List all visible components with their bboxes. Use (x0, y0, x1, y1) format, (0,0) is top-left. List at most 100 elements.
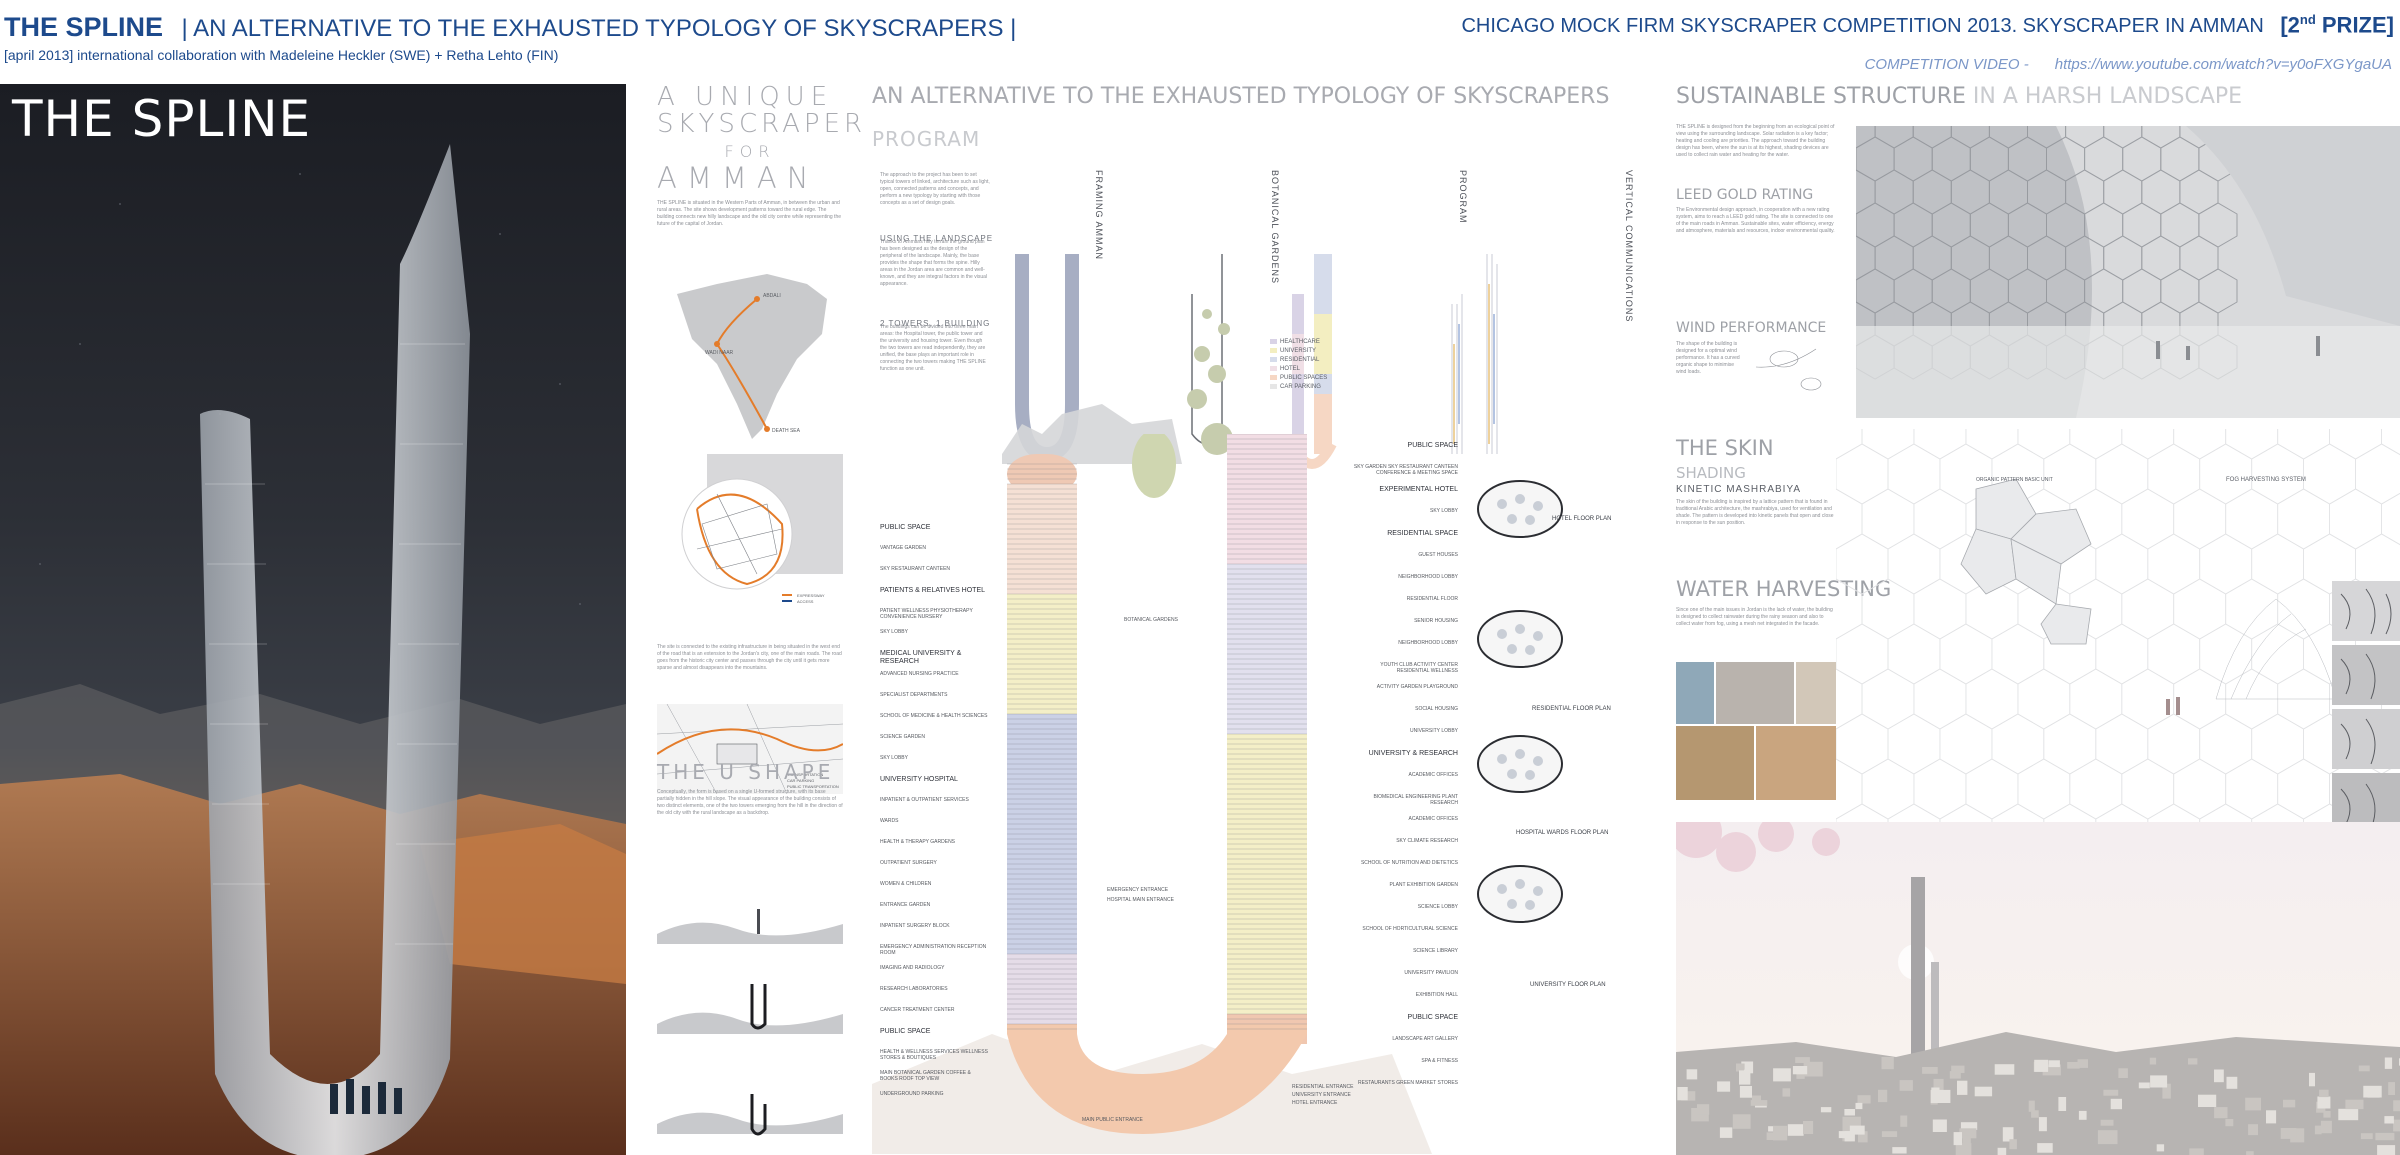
competition-title: CHICAGO MOCK FIRM SKYSCRAPER COMPETITION… (1461, 15, 2264, 38)
wind-diagram (1756, 348, 1822, 391)
road-network (696, 493, 783, 575)
section-label-left: INPATIENT & OUTPATIENT SERVICES (880, 797, 969, 803)
section-label-right: RESIDENTIAL SPACE (1387, 530, 1458, 537)
section-label-left: UNIVERSITY HOSPITAL (880, 776, 958, 783)
legend-label: CAR PARKING (1280, 384, 1321, 390)
panel-program: AN ALTERNATIVE TO THE EXHAUSTED TYPOLOGY… (872, 84, 1635, 1155)
legend-swatch (1270, 374, 1277, 380)
section-label-right: SPA & FITNESS (1421, 1058, 1458, 1064)
entrance-label-3: MAIN PUBLIC ENTRANCE (1082, 1117, 1143, 1123)
heading-line-3: FOR (724, 142, 776, 161)
section-label-right: RESTAURANTS GREEN MARKET STORES (1357, 1080, 1458, 1086)
section-label-right: SCIENCE LOBBY (1417, 904, 1458, 910)
header-collaboration: [april 2013] international collaboration… (4, 47, 559, 63)
section-label-left: HEALTH & THERAPY GARDENS (880, 839, 956, 845)
heading-line-2: SKYSCRAPER (657, 109, 867, 139)
render-people (2156, 336, 2320, 360)
legend-item: RESIDENTIAL (1270, 356, 1327, 365)
reference-photos (1676, 662, 1836, 800)
legend-item: UNIVERSITY (1270, 347, 1327, 356)
diagram-title-vertical: VERTICAL COMMUNICATIONS (1624, 170, 1634, 323)
section-label-right: PLANT EXHIBITION GARDEN (1389, 882, 1458, 888)
map-legend-1: EXPRESSWAY (797, 593, 825, 598)
map-label-2: WADI NAAR (705, 350, 734, 356)
section-label-left: HEALTH & WELLNESS SERVICES WELLNESS STOR… (880, 1049, 988, 1061)
hero-illustration (0, 144, 626, 1155)
section-label-left: PATIENTS & RELATIVES HOTEL (880, 587, 986, 594)
floor-plan-title-hospital: HOSPITAL WARDS FLOOR PLAN (1516, 830, 1609, 836)
entrance-label-2: HOSPITAL MAIN ENTRANCE (1107, 897, 1174, 903)
tower-shape (200, 144, 470, 1155)
entrance-label-4: RESIDENTIAL ENTRANCE (1292, 1084, 1354, 1090)
entrance-label-6: HOTEL ENTRANCE (1292, 1100, 1338, 1106)
u-shape-heading: THE U SHAPE (657, 760, 835, 784)
water-heading: WATER HARVESTING (1676, 577, 1892, 601)
legend-swatch (1270, 347, 1277, 353)
terrain-steps (657, 922, 843, 1134)
legend-swatch (1270, 383, 1277, 389)
legend-swatch (1270, 356, 1277, 362)
leed-text: The Environmental design approach, in co… (1676, 207, 1835, 234)
botanical-gardens-label: BOTANICAL GARDENS (1124, 617, 1178, 623)
floor-plans (1477, 480, 1563, 923)
city-towers (1911, 877, 1939, 1082)
shading-heading: SHADING (1676, 464, 1746, 482)
transport-map: TRANSPORTATION CAR PARKING PUBLIC TRANSP… (657, 704, 843, 795)
panel4-heading-a: SUSTAINABLE STRUCTURE (1676, 84, 1966, 109)
section-label-right: PUBLIC SPACE (1407, 442, 1458, 449)
section-label-right: ACADEMIC OFFICES (1408, 772, 1458, 778)
section-label-right: UNIVERSITY LOBBY (1410, 728, 1458, 734)
transport-legend-3: PUBLIC TRANSPORTATION (787, 784, 839, 789)
skin-text: The skin of the building is inspired by … (1676, 499, 1834, 526)
video-label: COMPETITION VIDEO - (1864, 56, 2029, 73)
towers-text: The buildings can be divided into three … (880, 324, 986, 372)
legend-label: PUBLIC SPACES (1280, 375, 1328, 381)
skin-heading: THE SKIN (1676, 436, 1774, 460)
kinetic-mashrabiya: KINETIC MASHRABIYA (1676, 484, 1802, 495)
panel3-heading: AN ALTERNATIVE TO THE EXHAUSTED TYPOLOGY… (872, 84, 1610, 109)
cherry-blossom (1676, 822, 1840, 872)
transport-legend-1: TRANSPORTATION (787, 772, 823, 777)
section-label-left: SCIENCE GARDEN (880, 734, 926, 740)
header-left: THE SPLINE | AN ALTERNATIVE TO THE EXHAU… (4, 12, 1016, 43)
floor-plan-hotel (1477, 480, 1563, 538)
city-blocks (1677, 1057, 2400, 1155)
section-label-right: SKY GARDEN SKY RESTAURANT CANTEEN CONFER… (1353, 464, 1458, 476)
sustainable-intro: THE SPLINE is designed from the beginnin… (1676, 124, 1835, 158)
section-label-left: PUBLIC SPACE (880, 524, 931, 531)
people-silhouettes (330, 1079, 402, 1114)
floor-plan-title-university: UNIVERSITY FLOOR PLAN (1530, 982, 1606, 988)
panel4-heading: SUSTAINABLE STRUCTURE IN A HARSH LANDSCA… (1676, 84, 2400, 109)
section-label-left: SKY LOBBY (880, 629, 908, 635)
video-line: COMPETITION VIDEO - https://www.youtube.c… (1865, 56, 2392, 73)
skin-thumbnails (2332, 581, 2400, 833)
hero-render: THE SPLINE (0, 84, 626, 1155)
program-u (1287, 254, 1337, 469)
landscape-text: Thanks to Ammans hilly terrain the groun… (880, 239, 988, 287)
section-label-right: SKY LOBBY (1430, 508, 1458, 514)
panel2-heading: A UNIQUE SKYSCRAPER FOR AMMAN (657, 84, 867, 195)
heading-line-4: AMMAN (657, 161, 819, 195)
wind-heading: WIND PERFORMANCE (1676, 320, 1827, 336)
program-text: The approach to the project has been to … (880, 172, 990, 206)
photo-mashrabiya (1676, 726, 1754, 800)
section-label-left: UNDERGROUND PARKING (880, 1091, 944, 1097)
section-label-right: GUEST HOUSES (1418, 552, 1458, 558)
section-label-right: ACTIVITY GARDEN PLAYGROUND (1376, 684, 1458, 690)
section-label-left: IMAGING AND RADIOLOGY (880, 965, 945, 971)
header-title: THE SPLINE (4, 12, 164, 42)
diagram-title-program: PROGRAM (1458, 170, 1468, 224)
legend-item: HEALTHCARE (1270, 338, 1327, 347)
video-link[interactable]: https://www.youtube.com/watch?v=y0oFXGYg… (2054, 56, 2392, 73)
section-label-left: PATIENT WELLNESS PHYSIOTHERAPY CONVENIEN… (880, 608, 973, 620)
floor-plan-residential (1477, 610, 1563, 668)
program-legend: HEALTHCARE UNIVERSITY RESIDENTIAL HOTEL … (1270, 338, 1327, 392)
photo-water (1676, 662, 1714, 724)
section-label-right: NEIGHBORHOOD LOBBY (1398, 640, 1458, 646)
legend-item: HOTEL (1270, 365, 1327, 374)
section-label-right: YOUTH CLUB ACTIVITY CENTER RESIDENTIAL W… (1380, 662, 1458, 674)
section-label-right: SKY CLIMATE RESEARCH (1396, 838, 1458, 844)
panel-sustainable: SUSTAINABLE STRUCTURE IN A HARSH LANDSCA… (1676, 84, 2400, 1155)
section-label-right: UNIVERSITY & RESEARCH (1368, 750, 1458, 757)
legend-label: RESIDENTIAL (1280, 357, 1320, 363)
